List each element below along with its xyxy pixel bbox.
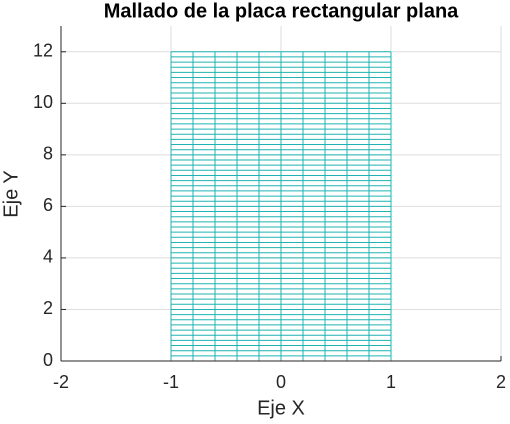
y-axis-label: Eje Y xyxy=(0,170,22,217)
y-tick-label: 8 xyxy=(43,144,53,164)
chart-title: Mallado de la placa rectangular plana xyxy=(104,0,459,22)
y-tick-label: 2 xyxy=(43,298,53,318)
y-tick-label: 0 xyxy=(43,350,53,370)
y-tick-label: 12 xyxy=(33,41,53,61)
x-tick-label: 2 xyxy=(496,372,506,392)
x-tick-label: -1 xyxy=(163,372,179,392)
y-tick-label: 4 xyxy=(43,247,53,267)
y-tick-label: 6 xyxy=(43,195,53,215)
x-axis-label: Eje X xyxy=(257,397,305,419)
y-tick-label: 10 xyxy=(33,92,53,112)
x-tick-label: -2 xyxy=(53,372,69,392)
x-tick-label: 1 xyxy=(386,372,396,392)
x-tick-label: 0 xyxy=(276,372,286,392)
